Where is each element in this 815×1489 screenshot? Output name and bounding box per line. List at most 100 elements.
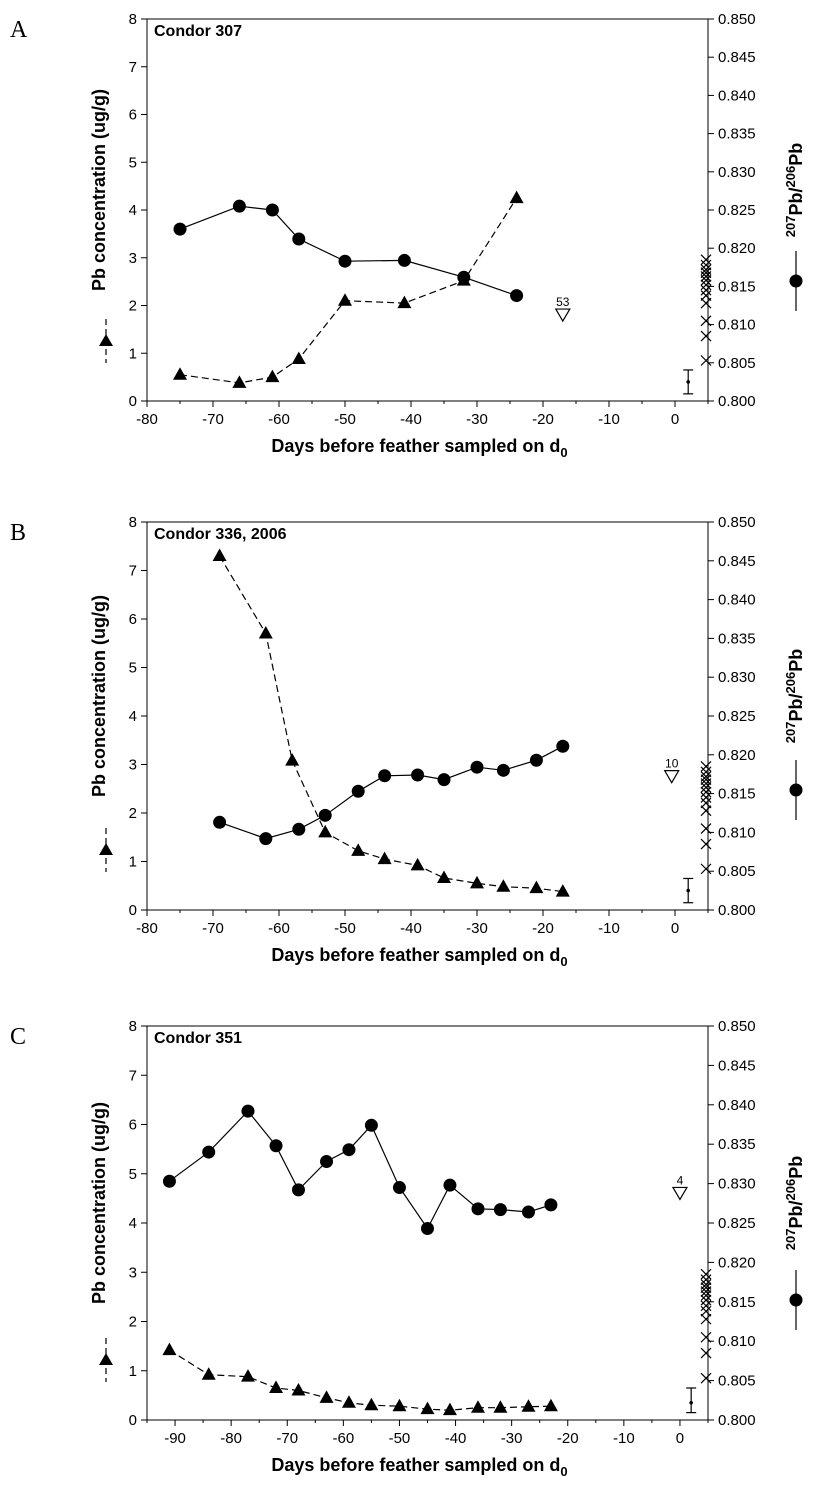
ratio-point [521, 1205, 535, 1219]
concentration-series-line [169, 1349, 551, 1411]
y-right-tick-label: 0.805 [718, 863, 756, 880]
y-right-tick-label: 0.850 [718, 11, 756, 28]
ratio-point [496, 763, 510, 777]
off-scale-point-label: 4 [677, 1173, 684, 1187]
concentration-point [493, 1400, 508, 1413]
y-right-tick-label: 0.820 [718, 240, 756, 257]
reference-ratio-marker [700, 264, 712, 276]
ratio-point [556, 739, 570, 753]
ratio-label-text: Pb [786, 143, 806, 166]
reference-ratio-marker [700, 330, 712, 342]
ratio-label-text: Pb/ [786, 188, 806, 216]
y-left-tick-label: 5 [129, 154, 137, 171]
reference-ratio-marker [700, 1294, 712, 1306]
concentration-point [341, 1395, 356, 1408]
x-tick-label: -70 [202, 411, 224, 428]
concentration-point [319, 1390, 334, 1403]
reference-ratio-marker [700, 1372, 712, 1384]
x-axis-label-text: Days before feather sampled on d [271, 945, 560, 965]
reference-ratio-marker [700, 1274, 712, 1286]
y-right-tick-label: 0.845 [718, 49, 756, 66]
concentration-point [201, 1367, 216, 1380]
y-left-tick-label: 2 [129, 805, 137, 822]
reference-ratio-marker [700, 297, 712, 309]
off-scale-point [554, 308, 571, 323]
x-tick-label: -30 [466, 920, 488, 937]
concentration-point [410, 857, 425, 871]
x-tick-label: -60 [268, 411, 290, 428]
y-right-tick-label: 0.815 [718, 786, 756, 803]
ratio-label-text: Pb/ [786, 694, 806, 722]
off-scale-point [663, 770, 680, 784]
ratio-point [392, 1181, 406, 1195]
x-tick-label: -40 [445, 1430, 467, 1447]
y-right-tick-label: 0.800 [718, 1412, 756, 1429]
reference-ratio-marker [700, 1279, 712, 1290]
concentration-point [470, 1400, 485, 1413]
ratio-point [202, 1145, 216, 1159]
x-axis-label-subscript: 0 [560, 445, 567, 460]
y-left-tick-label: 3 [129, 250, 137, 267]
y-left-tick-label: 4 [129, 202, 137, 219]
concentration-point [397, 295, 412, 309]
concentration-point [555, 884, 570, 897]
ratio-point [259, 832, 273, 846]
concentration-point [364, 1397, 379, 1411]
x-axis-label: Days before feather sampled on d0 [271, 1455, 567, 1479]
x-tick-label: -60 [333, 1430, 355, 1447]
ratio-point [292, 232, 306, 246]
x-tick-label: -50 [334, 411, 356, 428]
y-right-tick-label: 0.825 [718, 202, 756, 219]
y-left-tick-label: 5 [129, 1166, 137, 1183]
y-right-tick-label: 0.830 [718, 1176, 756, 1193]
reference-ratio-marker [700, 290, 712, 301]
concentration-point [285, 753, 300, 766]
ratio-point [291, 1183, 305, 1197]
reference-ratio-marker [700, 1305, 712, 1317]
legend-key-circle-marker [789, 1293, 803, 1307]
x-axis-label-subscript: 0 [560, 1464, 567, 1479]
y-right-tick-label: 0.805 [718, 355, 756, 372]
reference-ratio-marker [700, 1290, 712, 1301]
reference-ratio-marker [700, 774, 712, 786]
y-right-tick-label: 0.810 [718, 824, 756, 841]
concentration-point [470, 875, 484, 889]
y-left-tick-label: 2 [129, 298, 137, 315]
ratio-point [378, 769, 392, 783]
x-tick-label: -20 [557, 1430, 579, 1447]
y-left-tick-label: 8 [129, 11, 137, 28]
error-bar-mean [689, 1400, 693, 1405]
concentration-point [420, 1401, 435, 1415]
y-right-tick-label: 0.810 [718, 1333, 756, 1350]
chart-title: Condor 351 [154, 1030, 242, 1047]
reference-ratio-marker [700, 284, 712, 296]
y-left-tick-label: 7 [129, 1067, 137, 1084]
reference-ratio-marker [700, 792, 712, 803]
legend-key-triangle-marker [99, 1353, 113, 1365]
concentration-point [232, 375, 247, 388]
x-tick-label: -10 [598, 411, 620, 428]
y-right-tick-label: 0.830 [718, 164, 756, 181]
reference-ratio-marker [700, 1268, 712, 1280]
x-tick-label: 0 [671, 920, 679, 937]
x-axis-label: Days before feather sampled on d0 [271, 436, 567, 460]
reference-ratio-marker [700, 771, 712, 782]
ratio-label-text: Pb [786, 1156, 806, 1179]
concentration-point [529, 880, 544, 894]
y-left-tick-label: 0 [129, 902, 137, 919]
ratio-point [320, 1155, 334, 1169]
concentration-point [392, 1398, 407, 1412]
x-axis-label-subscript: 0 [560, 954, 567, 969]
y-right-tick-label: 0.840 [718, 87, 756, 104]
ratio-label-superscript: 206 [783, 672, 798, 694]
concentration-point [521, 1399, 536, 1412]
ratio-point [470, 760, 484, 774]
ratio-point [544, 1198, 558, 1212]
reference-ratio-marker [700, 1313, 712, 1325]
concentration-point [456, 273, 471, 286]
y-left-tick-label: 1 [129, 854, 137, 871]
y-right-tick-label: 0.845 [718, 553, 756, 570]
x-tick-label: -20 [532, 411, 554, 428]
y-left-tick-label: 6 [129, 1117, 137, 1134]
concentration-point [318, 824, 333, 838]
